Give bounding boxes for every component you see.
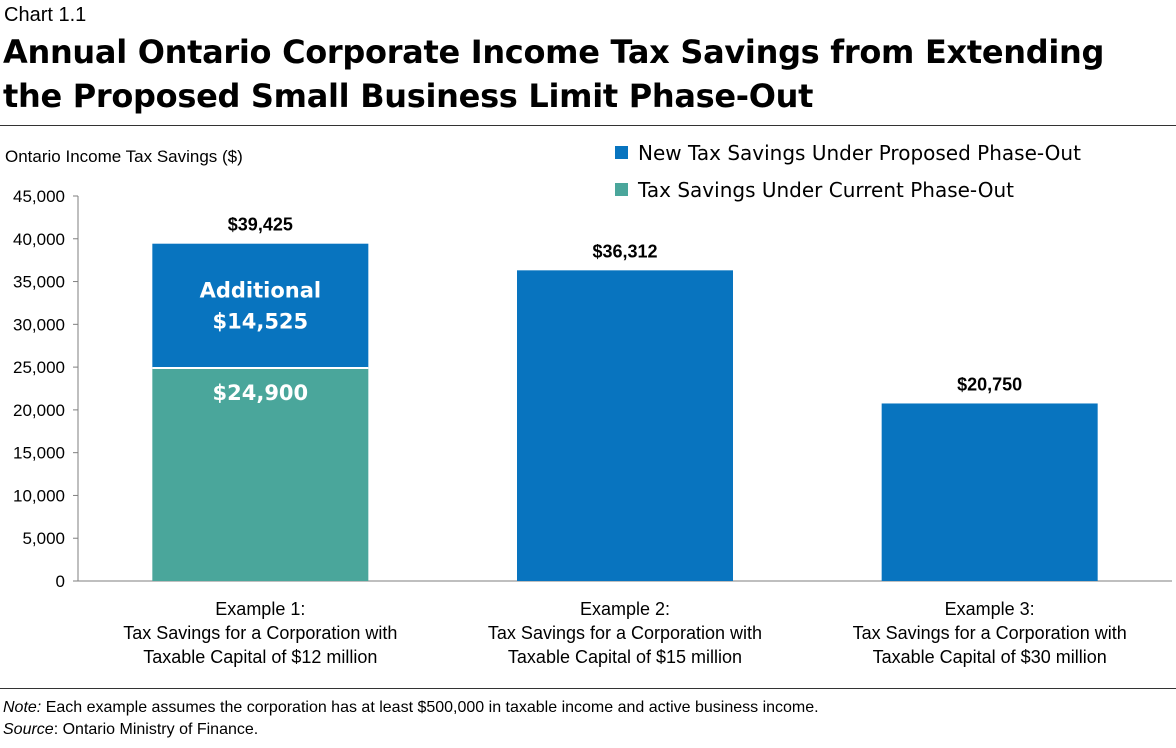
bar-segment-label: $14,525 (213, 310, 309, 334)
bar-segment (152, 367, 369, 581)
chart-number-label: Chart 1.1 (4, 4, 87, 26)
bar-segment (881, 403, 1098, 581)
y-tick-label: 30,000 (13, 315, 65, 334)
legend-swatch (615, 183, 628, 196)
x-category-label: Example 2: (580, 599, 670, 619)
y-tick-label: 25,000 (13, 358, 65, 377)
bar-total-label: $36,312 (592, 241, 657, 261)
legend-swatch (615, 146, 628, 159)
y-tick-label: 40,000 (13, 230, 65, 249)
source-text: : Ontario Ministry of Finance. (53, 721, 259, 738)
x-category-label: Taxable Capital of $30 million (873, 647, 1107, 667)
source-label: Source (3, 721, 54, 738)
y-tick-label: 10,000 (13, 486, 65, 505)
legend-label: New Tax Savings Under Proposed Phase-Out (638, 141, 1081, 165)
chart-title: Annual Ontario Corporate Income Tax Savi… (3, 30, 1163, 118)
chart-title-line-1: Annual Ontario Corporate Income Tax Savi… (3, 33, 1105, 71)
x-category-label: Taxable Capital of $15 million (508, 647, 742, 667)
x-category-label: Tax Savings for a Corporation with (123, 623, 397, 643)
y-tick-label: 45,000 (13, 187, 65, 206)
y-tick-label: 0 (56, 572, 65, 591)
y-tick-label: 20,000 (13, 401, 65, 420)
bar-total-label: $20,750 (957, 374, 1022, 394)
bar-segment-label: Additional (200, 279, 322, 303)
notes-section: Note: Each example assumes the corporati… (3, 697, 819, 741)
y-tick-label: 35,000 (13, 273, 65, 292)
x-category-label: Example 3: (945, 599, 1035, 619)
x-category-label: Tax Savings for a Corporation with (853, 623, 1127, 643)
x-category-label: Tax Savings for a Corporation with (488, 623, 762, 643)
source-line: Source: Ontario Ministry of Finance. (3, 719, 819, 741)
y-tick-label: 5,000 (22, 529, 65, 548)
bar-total-label: $39,425 (228, 215, 293, 235)
y-axis-title: Ontario Income Tax Savings ($) (5, 147, 243, 166)
chart-plot-area: Ontario Income Tax Savings ($) 0 5,000 10,0… (5, 141, 1172, 667)
legend-label: Tax Savings Under Current Phase-Out (637, 178, 1014, 202)
x-category-label: Taxable Capital of $12 million (143, 647, 377, 667)
y-tick-label: 15,000 (13, 444, 65, 463)
bar-segment (152, 243, 369, 368)
note-line: Note: Each example assumes the corporati… (3, 697, 819, 719)
bar-segment-label: $24,900 (213, 381, 309, 405)
title-divider (0, 125, 1176, 126)
x-category-label: Example 1: (215, 599, 305, 619)
notes-divider (0, 688, 1176, 689)
bar-segment (517, 270, 733, 581)
note-text: Each example assumes the corporation has… (41, 699, 819, 716)
chart-title-line-2: the Proposed Small Business Limit Phase-… (3, 77, 814, 115)
note-label: Note: (3, 699, 42, 716)
